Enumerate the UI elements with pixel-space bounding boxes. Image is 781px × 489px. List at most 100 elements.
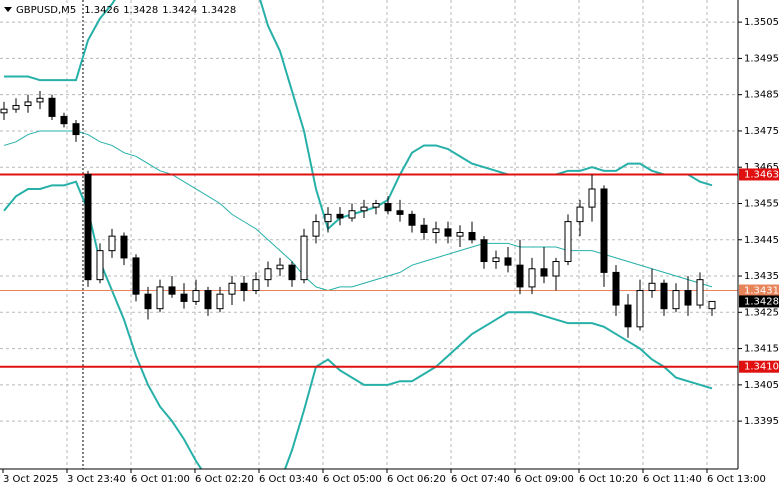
candle-body xyxy=(24,101,32,107)
candle-body xyxy=(276,264,284,270)
x-tick-label: 6 Oct 06:20 xyxy=(387,474,446,485)
candle-body xyxy=(624,304,632,328)
candle-body xyxy=(288,264,296,281)
candle-body xyxy=(372,202,380,208)
ohlc-high: 1.3428 xyxy=(123,5,158,16)
candle-body xyxy=(168,286,176,295)
x-tick-label: 6 Oct 05:00 xyxy=(323,474,382,485)
candle-body xyxy=(696,279,704,306)
candle-body xyxy=(312,221,320,237)
level-label: 1.3431 xyxy=(744,286,779,297)
candle-body xyxy=(48,97,56,117)
band-upper xyxy=(4,0,713,231)
candle-body xyxy=(156,286,164,310)
candle-body xyxy=(480,239,488,263)
candle-body xyxy=(96,250,104,281)
level-label-box xyxy=(739,360,779,373)
candle-body xyxy=(396,210,404,215)
level-label: 1.3410 xyxy=(744,362,779,373)
grid xyxy=(0,0,738,469)
y-tick-label: 1.3505 xyxy=(744,17,779,28)
candle-body xyxy=(252,279,260,292)
candle-body xyxy=(324,213,332,223)
band-middle xyxy=(3,130,713,292)
current-price-label: 1.3428 xyxy=(744,296,779,307)
candle-body xyxy=(144,293,152,310)
candle-body xyxy=(468,232,476,241)
candle-body xyxy=(12,105,20,110)
candle-body xyxy=(540,268,548,277)
candle-body xyxy=(132,257,140,295)
chart-title: GBPUSD,M5 1.3426 1.3428 1.3424 1.3428 xyxy=(16,5,236,16)
candle-body xyxy=(72,123,80,136)
candle-body xyxy=(180,293,188,302)
candle-body xyxy=(492,257,500,263)
candle-body xyxy=(672,290,680,310)
candle-body xyxy=(240,282,248,292)
symbol: GBPUSD,M5 xyxy=(16,5,76,16)
candle-body xyxy=(216,293,224,310)
ohlc-close: 1.3428 xyxy=(201,5,236,16)
current-price-box xyxy=(739,295,779,308)
menu-arrow xyxy=(4,7,12,12)
candle-body xyxy=(636,290,644,328)
candle-body xyxy=(336,213,344,219)
y-tick-label: 1.3475 xyxy=(744,126,779,137)
candle-body xyxy=(120,235,128,259)
x-tick-label: 6 Oct 10:20 xyxy=(579,474,638,485)
candle-body xyxy=(684,290,692,306)
x-tick-label: 6 Oct 03:40 xyxy=(259,474,318,485)
candle-body xyxy=(516,264,524,288)
ohlc-low: 1.3424 xyxy=(162,5,197,16)
y-tick-label: 1.3485 xyxy=(744,90,779,101)
y-tick-label: 1.3405 xyxy=(744,380,779,391)
axes: 1.3395 1.3405 1.3415 1.3425 1.3435 1.3445 1.34… xyxy=(2,17,779,485)
candle-body xyxy=(408,213,416,226)
candle-body xyxy=(60,115,68,125)
x-tick-label: 6 Oct 13:00 xyxy=(707,474,766,485)
y-tick-label: 1.3395 xyxy=(744,416,779,427)
candle-body xyxy=(108,235,116,252)
candle-body xyxy=(576,206,584,223)
candle-body xyxy=(0,108,8,114)
y-tick-label: 1.3495 xyxy=(744,53,779,64)
y-tick-label: 1.3455 xyxy=(744,198,779,209)
candle-body xyxy=(84,173,92,281)
candle-body xyxy=(600,188,608,273)
x-tick-label: 6 Oct 07:40 xyxy=(451,474,510,485)
x-tick-label: 6 Oct 01:00 xyxy=(131,474,190,485)
level-label: 1.3463 xyxy=(744,169,779,180)
candle-body xyxy=(552,261,560,277)
candle-body xyxy=(660,282,668,310)
y-tick-label: 1.3445 xyxy=(744,235,779,246)
level-label-box xyxy=(739,168,779,181)
x-tick-label: 6 Oct 02:20 xyxy=(195,474,254,485)
bollinger-bands xyxy=(3,0,713,469)
candle-body xyxy=(348,210,356,219)
candle-body xyxy=(648,282,656,292)
y-tick-label: 1.3425 xyxy=(744,307,779,318)
candle-body xyxy=(612,271,620,306)
y-tick-label: 1.3465 xyxy=(744,162,779,173)
x-tick-label: 6 Oct 11:40 xyxy=(643,474,702,485)
candles xyxy=(0,91,716,338)
candle-body xyxy=(564,221,572,263)
candle-body xyxy=(444,228,452,237)
candle-body xyxy=(528,268,536,288)
y-tick-label: 1.3435 xyxy=(744,271,779,282)
band-lower xyxy=(3,180,713,469)
candle-body xyxy=(204,290,212,310)
candle-body xyxy=(588,188,596,208)
x-tick-label: 3 Oct 23:40 xyxy=(67,474,126,485)
candle-body xyxy=(360,206,368,212)
candle-body xyxy=(456,232,464,237)
candle-body xyxy=(420,224,428,234)
candle-body xyxy=(504,257,512,266)
candle-body xyxy=(384,202,392,212)
candle-body xyxy=(300,235,308,281)
level-label-box xyxy=(739,284,779,297)
candle-body xyxy=(432,228,440,234)
x-tick-label: 3 Oct 2025 xyxy=(3,474,58,485)
y-tick-label: 1.3415 xyxy=(744,344,779,355)
